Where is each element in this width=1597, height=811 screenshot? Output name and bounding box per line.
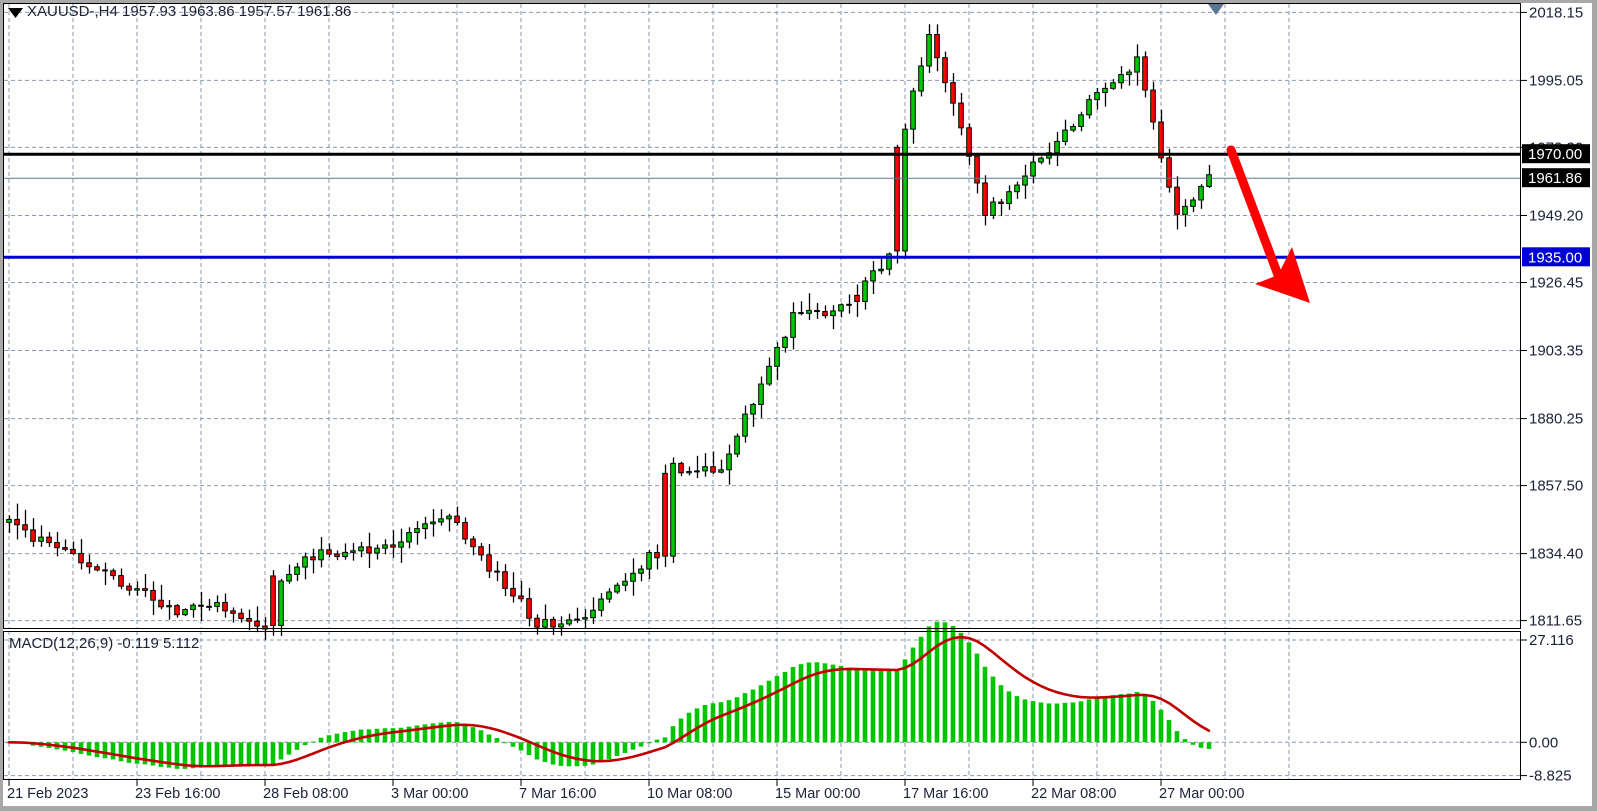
svg-text:1995.05: 1995.05 [1529, 72, 1583, 89]
svg-text:15 Mar 00:00: 15 Mar 00:00 [775, 786, 860, 802]
svg-text:-8.825: -8.825 [1529, 768, 1572, 785]
svg-text:28 Feb 08:00: 28 Feb 08:00 [263, 786, 348, 802]
svg-text:1926.45: 1926.45 [1529, 275, 1583, 292]
svg-text:22 Mar 08:00: 22 Mar 08:00 [1031, 786, 1116, 802]
svg-text:1880.25: 1880.25 [1529, 411, 1583, 428]
svg-text:1935.00: 1935.00 [1528, 249, 1582, 266]
svg-text:1970.00: 1970.00 [1528, 146, 1582, 163]
svg-text:0.00: 0.00 [1529, 734, 1558, 751]
svg-text:7 Mar 16:00: 7 Mar 16:00 [519, 786, 596, 802]
svg-text:1949.20: 1949.20 [1529, 208, 1583, 225]
svg-text:27.116: 27.116 [1529, 632, 1574, 649]
svg-text:21 Feb 2023: 21 Feb 2023 [7, 786, 88, 802]
svg-text:1834.40: 1834.40 [1529, 546, 1583, 563]
svg-text:10 Mar 08:00: 10 Mar 08:00 [647, 786, 732, 802]
svg-text:27 Mar 00:00: 27 Mar 00:00 [1159, 786, 1244, 802]
svg-text:1857.50: 1857.50 [1529, 478, 1583, 495]
svg-text:1811.65: 1811.65 [1529, 613, 1582, 630]
svg-text:1961.86: 1961.86 [1528, 170, 1582, 187]
svg-text:3 Mar 00:00: 3 Mar 00:00 [391, 786, 468, 802]
svg-text:1903.35: 1903.35 [1529, 343, 1583, 360]
svg-text:XAUUSD-,H4 1957.93 1963.86 19: XAUUSD-,H4 1957.93 1963.86 1957.57 1961.… [27, 3, 351, 20]
svg-text:2018.15: 2018.15 [1529, 4, 1583, 21]
svg-text:MACD(12,26,9) -0.119 5.112: MACD(12,26,9) -0.119 5.112 [9, 635, 199, 652]
svg-text:23 Feb 16:00: 23 Feb 16:00 [135, 786, 220, 802]
svg-text:17 Mar 16:00: 17 Mar 16:00 [903, 786, 988, 802]
